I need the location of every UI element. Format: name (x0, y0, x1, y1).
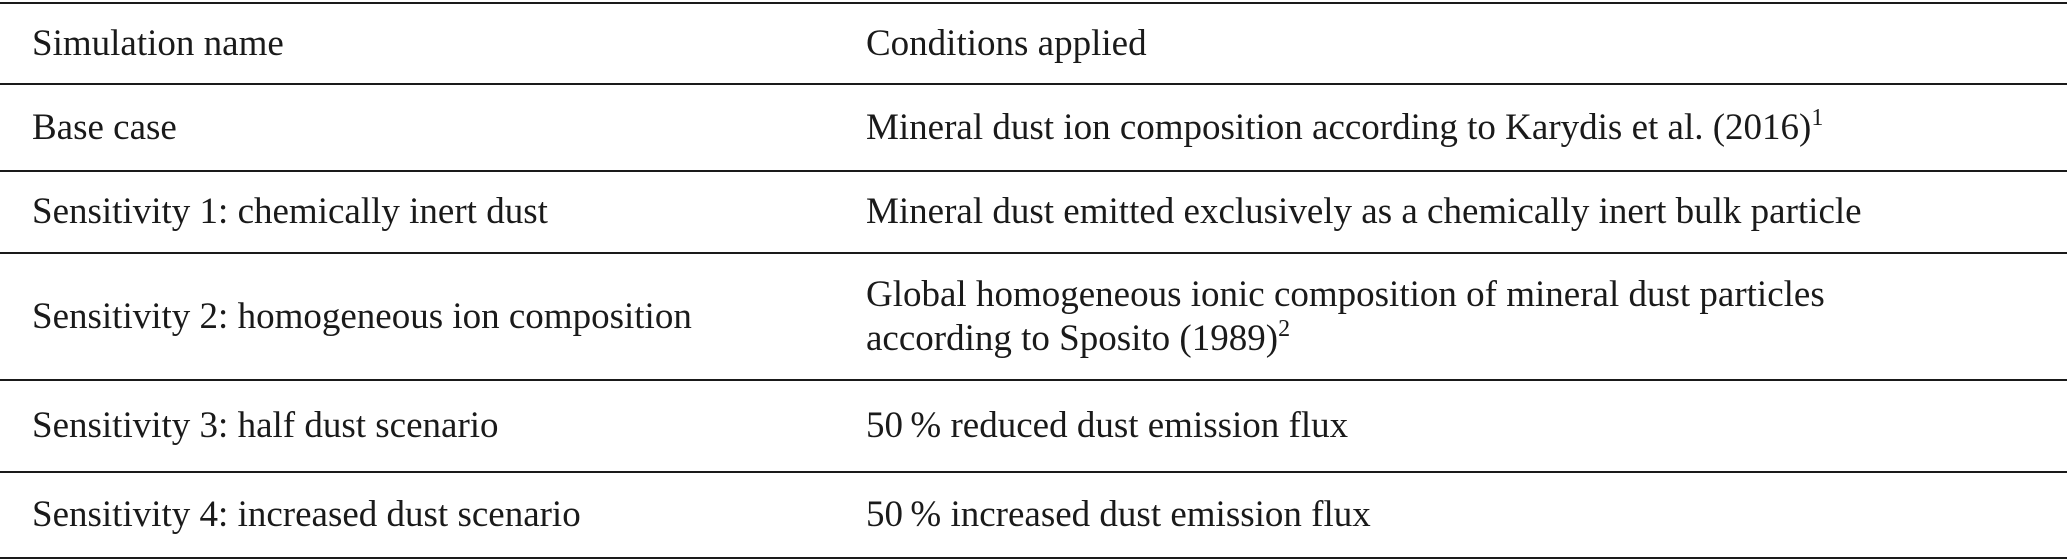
cell-line: according to Sposito (1989)2 (866, 317, 1825, 361)
table-row: Base case Mineral dust ion composition ac… (0, 84, 2067, 171)
cell-line: Sensitivity 4: increased dust scenario (32, 493, 581, 537)
table-cell: Sensitivity 1: chemically inert dust (32, 190, 548, 234)
cell-line: Mineral dust ion composition according t… (866, 106, 1823, 150)
cell-line: Sensitivity 1: chemically inert dust (32, 190, 548, 234)
table-rule (0, 83, 2067, 85)
cell-text: according to Sposito (1989) (866, 317, 1279, 359)
cell-text: Global homogeneous ionic composition of … (866, 273, 1825, 315)
table-row: Sensitivity 4: increased dust scenario 50… (0, 472, 2067, 558)
table-row: Sensitivity 2: homogeneous ion compositi… (0, 253, 2067, 380)
cell-text: Sensitivity 4: increased dust scenario (32, 494, 581, 535)
cell-text: Base case (32, 106, 177, 148)
table-cell: Mineral dust ion composition according t… (866, 106, 1823, 150)
table-cell: Mineral dust emitted exclusively as a ch… (866, 190, 1862, 234)
header-cell: Conditions applied (866, 22, 1147, 64)
table-cell: Sensitivity 4: increased dust scenario (32, 493, 581, 537)
table-rule (0, 379, 2067, 381)
table-cell: 50 % reduced dust emission flux (866, 404, 1348, 448)
table-rule (0, 252, 2067, 254)
table-rule (0, 170, 2067, 172)
header-cell: Simulation name (32, 22, 284, 64)
cell-text: 50 % reduced dust emission flux (866, 405, 1349, 446)
cell-line: Mineral dust emitted exclusively as a ch… (866, 190, 1862, 234)
cell-line: Sensitivity 2: homogeneous ion compositi… (32, 295, 692, 339)
header-row: Simulation name Conditions applied (0, 3, 2067, 84)
table-row: Sensitivity 3: half dust scenario 50 % re… (0, 380, 2067, 472)
cell-line: 50 % reduced dust emission flux (866, 404, 1348, 448)
cell-line: Global homogeneous ionic composition of … (866, 273, 1825, 317)
table-rule (0, 471, 2067, 473)
cell-line: 50 % increased dust emission flux (866, 493, 1371, 537)
cell-line: Sensitivity 3: half dust scenario (32, 404, 499, 448)
table-cell: Base case (32, 106, 177, 150)
cell-text: Sensitivity 2: homogeneous ion compositi… (32, 295, 692, 337)
table-cell: Sensitivity 3: half dust scenario (32, 404, 499, 448)
table-cell: Global homogeneous ionic composition of … (866, 273, 1825, 361)
cell-text: Sensitivity 1: chemically inert dust (32, 191, 548, 232)
cell-text: Mineral dust emitted exclusively as a ch… (866, 191, 1862, 232)
table-cell: Sensitivity 2: homogeneous ion compositi… (32, 295, 692, 339)
footnote-mark: 1 (1811, 104, 1824, 131)
cell-text: Sensitivity 3: half dust scenario (32, 405, 499, 446)
table-rule (0, 2, 2067, 4)
cell-line: Base case (32, 106, 177, 150)
footnote-mark: 2 (1278, 315, 1291, 342)
cell-text: Mineral dust ion composition according t… (866, 106, 1812, 148)
table-rule (0, 557, 2067, 559)
table-row: Sensitivity 1: chemically inert dust Mine… (0, 171, 2067, 253)
cell-text: 50 % increased dust emission flux (866, 494, 1371, 535)
table-cell: 50 % increased dust emission flux (866, 493, 1371, 537)
